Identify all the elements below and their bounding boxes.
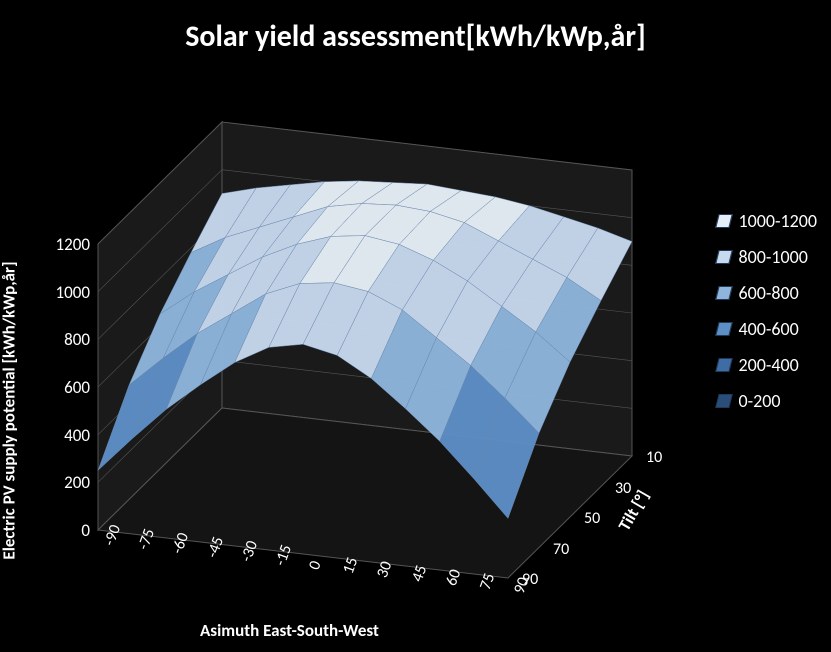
z-axis-tick: 1000 [30, 282, 90, 303]
surface-3d-chart [0, 0, 831, 652]
y-axis-tick: 50 [584, 509, 600, 528]
z-axis-tick: 800 [30, 329, 90, 350]
z-axis-tick: 1200 [30, 234, 90, 255]
z-axis-tick: 200 [30, 472, 90, 493]
z-axis-tick: 400 [30, 425, 90, 446]
y-axis-tick: 90 [522, 570, 538, 589]
x-axis-label: Asimuth East-South-West [200, 620, 379, 641]
y-axis-tick: 10 [646, 448, 662, 467]
y-axis-tick: 30 [615, 479, 631, 498]
z-axis-tick: 600 [30, 377, 90, 398]
z-axis-label: Electric PV supply potential [kWh/kWp,år… [0, 261, 20, 559]
y-axis-tick: 70 [553, 540, 569, 559]
z-axis-tick: 0 [30, 520, 90, 541]
